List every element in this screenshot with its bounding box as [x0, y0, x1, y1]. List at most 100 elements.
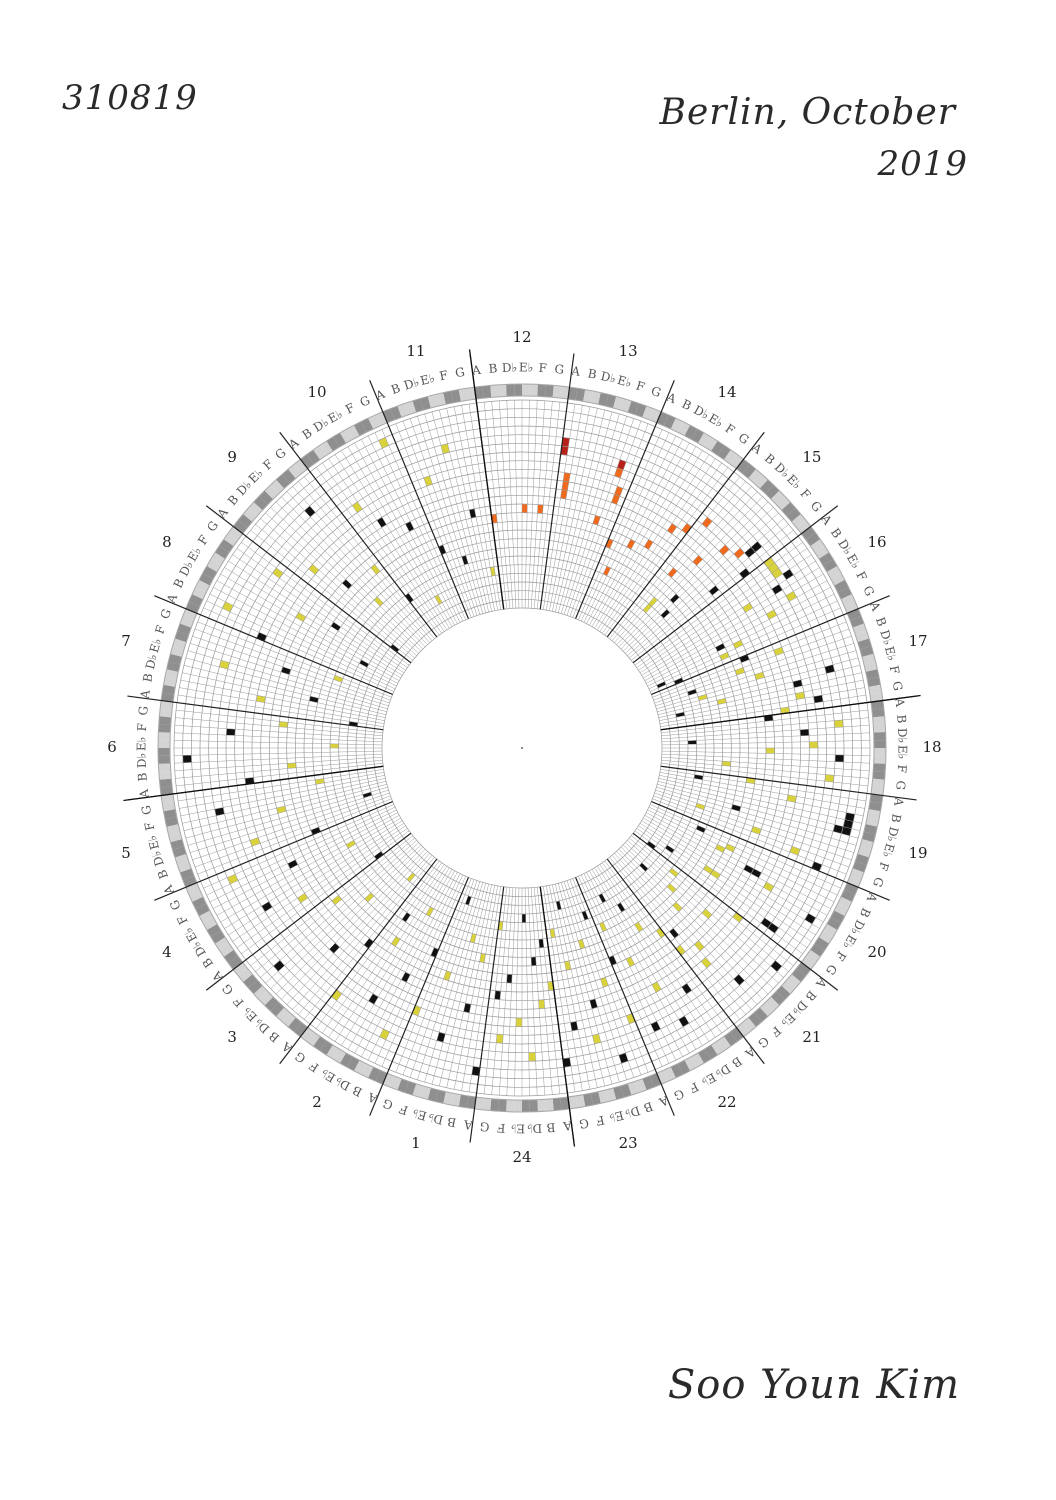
note-spoke [578, 429, 663, 620]
note-spoke [657, 657, 859, 713]
note-cell-black [310, 827, 321, 835]
note-spoke [334, 865, 447, 1042]
note-spoke [224, 567, 403, 676]
note-spoke [292, 853, 430, 1010]
note-cell-black [436, 1032, 446, 1043]
note-spoke [213, 812, 398, 909]
outer-band-block [627, 1081, 640, 1096]
hour-spoke [606, 858, 765, 1065]
hour-label-6: 6 [107, 738, 117, 756]
note-spoke [185, 783, 387, 839]
note-spoke [178, 769, 384, 802]
outer-band-block [281, 469, 296, 484]
note-label: G [893, 780, 908, 791]
outer-band-block [160, 786, 174, 796]
outer-band-block [223, 949, 239, 964]
outer-band-block [490, 384, 499, 398]
note-spoke [661, 740, 870, 746]
hour-label-24: 24 [512, 1148, 531, 1166]
note-spoke [631, 529, 794, 661]
outer-band-block [776, 985, 791, 1000]
outer-band-block [210, 930, 226, 944]
outer-band-block [276, 1007, 290, 1022]
outer-band-block [202, 566, 218, 579]
note-spoke [298, 481, 433, 641]
note-spoke [641, 820, 820, 929]
note-spoke [557, 883, 613, 1085]
note-spoke [530, 887, 546, 1096]
note-cell-yellow [733, 640, 744, 649]
note-spoke [604, 860, 728, 1029]
note-cell-black [363, 938, 374, 949]
outer-band-block [443, 1091, 454, 1106]
note-cell-black [844, 812, 855, 822]
note-spoke [453, 885, 495, 1090]
place-annotation: Berlin, October [659, 92, 956, 133]
note-spoke [190, 789, 389, 853]
outer-band-block [206, 924, 222, 937]
outer-band-block [545, 384, 554, 398]
note-cell-black [405, 521, 415, 532]
note-spoke [182, 672, 386, 718]
outer-band-block [810, 943, 825, 957]
note-label: F [887, 664, 902, 675]
hour-label-8: 8 [162, 533, 172, 551]
note-cell-black [843, 819, 854, 829]
note-cell-orange [605, 538, 614, 549]
hour-spoke [205, 505, 412, 664]
hour-label-13: 13 [619, 342, 638, 360]
outer-band-block [158, 732, 171, 741]
note-spoke [322, 862, 442, 1034]
outer-band-block [684, 425, 698, 440]
note-spoke [439, 409, 489, 613]
note-cell-yellow [373, 596, 384, 607]
note-label: E♭ [185, 544, 204, 564]
note-spoke [580, 432, 670, 622]
note-label: E♭ [880, 842, 897, 860]
note-spoke [599, 864, 716, 1038]
note-spoke [533, 887, 553, 1095]
note-spoke [265, 842, 419, 984]
hour-label-10: 10 [307, 383, 326, 401]
note-cell-black [708, 585, 720, 596]
note-spoke [374, 432, 464, 622]
note-spoke [644, 580, 828, 681]
outer-band-block [765, 996, 780, 1011]
outer-band-block [796, 520, 811, 534]
note-spoke [625, 842, 779, 984]
outer-band-block [649, 1073, 662, 1088]
note-cell-black [226, 728, 236, 736]
outer-band-block [228, 526, 243, 540]
note-cell-yellow [434, 594, 443, 605]
note-spoke [194, 795, 391, 868]
note-spoke [409, 880, 478, 1078]
note-spoke [625, 512, 779, 654]
outer-band-block [210, 552, 226, 566]
note-spoke [334, 454, 447, 631]
outer-band-block [873, 724, 886, 733]
note-spoke [643, 817, 824, 923]
note-spoke [220, 817, 401, 923]
note-spoke [614, 853, 752, 1010]
outer-band-block [873, 732, 886, 741]
note-spoke [446, 884, 492, 1088]
outer-band-block [179, 868, 194, 880]
note-label: F [397, 1102, 409, 1118]
outer-band-block [677, 421, 691, 436]
outer-band-block [179, 616, 194, 628]
note-label: F [595, 1113, 606, 1128]
outer-band-block [306, 449, 321, 465]
outer-band-block [818, 930, 834, 944]
note-spoke [653, 628, 850, 701]
outer-band-block [781, 502, 796, 516]
note-spoke [179, 687, 385, 724]
note-label: G [578, 1116, 590, 1131]
outer-band-block [443, 390, 454, 405]
note-cell-yellow [746, 777, 756, 784]
note-cell-black [494, 990, 501, 1000]
outer-band-block [867, 676, 881, 687]
note-cell-yellow [786, 794, 797, 803]
note-spoke [597, 454, 710, 631]
note-spoke [648, 806, 838, 896]
note-spoke [552, 408, 598, 612]
